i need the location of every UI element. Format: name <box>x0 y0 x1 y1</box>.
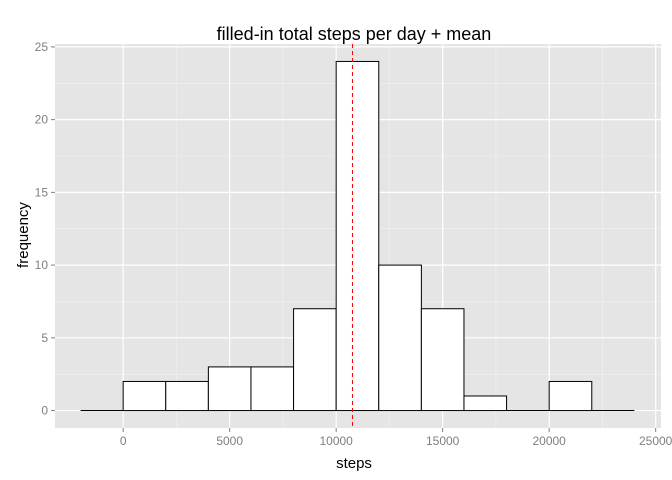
y-axis: 0 5 10 15 20 25 <box>35 40 55 418</box>
histogram-bar <box>165 380 209 412</box>
histogram-bar <box>122 380 167 412</box>
histogram-bar <box>293 308 337 412</box>
x-tick-label: 25000 <box>639 434 672 448</box>
x-axis: 0 5000 10000 15000 20000 25000 <box>120 428 672 448</box>
histogram-bar <box>548 380 593 412</box>
histogram-bar <box>378 264 422 412</box>
x-tick-label: 15000 <box>426 434 460 448</box>
histogram-bar <box>463 395 508 412</box>
major-gridlines <box>55 44 661 428</box>
histogram-bar <box>420 308 465 412</box>
y-tick-label: 10 <box>35 258 49 272</box>
chart-title: filled-in total steps per day + mean <box>217 24 492 44</box>
histogram-bar <box>207 366 252 412</box>
x-tick-label: 20000 <box>532 434 566 448</box>
histogram-bars <box>80 60 635 412</box>
y-axis-title: frequency <box>15 202 32 268</box>
y-tick-label: 15 <box>35 185 49 199</box>
x-tick-label: 10000 <box>319 434 353 448</box>
y-tick-label: 0 <box>41 404 48 418</box>
y-tick-label: 25 <box>35 40 49 54</box>
histogram-bar <box>335 60 380 412</box>
x-axis-title: steps <box>336 455 372 472</box>
x-tick-label: 0 <box>120 434 127 448</box>
x-tick-label: 5000 <box>216 434 243 448</box>
histogram-bar <box>250 366 295 412</box>
y-tick-label: 20 <box>35 113 49 127</box>
y-tick-label: 5 <box>41 331 48 345</box>
